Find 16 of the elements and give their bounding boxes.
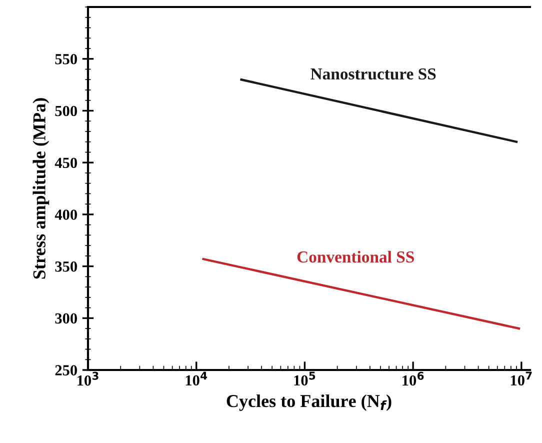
y-tick-label: 400 — [54, 210, 77, 220]
y-tick-label: 550 — [55, 54, 77, 64]
x-tick-label: 10$^{3}$ — [78, 372, 98, 386]
x-axis-title: Cycles to Failure (N$_{f}$) — [226, 394, 392, 411]
y-tick-label: 450 — [54, 158, 77, 168]
series-label: Nanostructure SS — [310, 68, 436, 80]
x-tick-label: 10$^{5}$ — [294, 372, 316, 386]
y-tick-label: 350 — [55, 261, 77, 272]
y-axis-title: Stress amplitude (MPa) — [32, 98, 50, 279]
y-tick-label: 300 — [55, 313, 77, 324]
y-tick-label: 500 — [55, 106, 77, 116]
x-tick-label: 10$^{6}$ — [402, 372, 424, 386]
x-tick-label: 10$^{7}$ — [510, 372, 532, 386]
series-label: Conventional SS — [297, 250, 414, 263]
y-tick-label: 250 — [55, 365, 77, 376]
x-tick-label: 10$^{4}$ — [186, 372, 208, 386]
